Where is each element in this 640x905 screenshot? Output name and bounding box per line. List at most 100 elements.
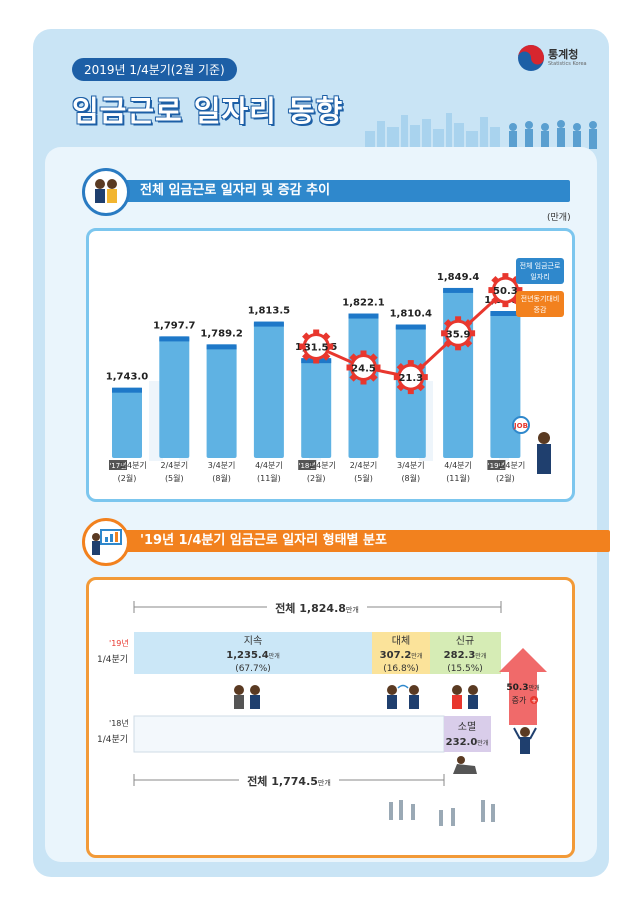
- new-label: 신규: [456, 635, 474, 647]
- total-bottom-bg: [239, 771, 339, 789]
- bar-value-label: 1,743.0: [106, 372, 148, 383]
- legend-total-label: 전체 임금근로: [520, 261, 561, 270]
- tick-quarter: 3/4분기: [208, 461, 236, 470]
- job-badge: JOB: [513, 422, 528, 430]
- row18-quarter: 1/4분기: [97, 734, 128, 745]
- bar-value-label: 1,797.7: [153, 320, 195, 331]
- tick-quarter: 3/4분기: [397, 461, 425, 470]
- people-silhouettes-icon: [389, 800, 495, 826]
- kostat-logo-icon: [518, 45, 544, 71]
- bar-top-cap: [253, 321, 284, 327]
- extinct-value: 232.0만개: [446, 737, 489, 748]
- bar-top-cap: [159, 336, 190, 342]
- year-tag: [298, 460, 317, 470]
- bar-top-cap: [348, 313, 379, 319]
- handshake-people-icon: [234, 685, 260, 709]
- bar-total: [490, 311, 521, 458]
- change-point-gear-icon: 35.9: [441, 316, 476, 351]
- row18-continuing-bar: [133, 715, 445, 753]
- total-top-bg: [267, 598, 367, 616]
- total-top-label: 전체 1,824.8만개: [275, 601, 359, 615]
- bar-total: [348, 313, 379, 458]
- bar-value-label: 1,789.2: [200, 328, 242, 339]
- change-point-gear-icon: 31.5: [299, 329, 334, 364]
- distribution-chart: 전체 1,824.8만개 '19년 1/4분기 지속 1,235.4만개 (67…: [97, 598, 547, 826]
- change-value-label: 35.9: [446, 329, 471, 340]
- legend-change-label: 증감: [534, 306, 547, 314]
- section1-title: 전체 임금근로 일자리 및 증감 추이: [100, 180, 570, 202]
- chart-container: 1,743.0'17년 1/4분기 (2월) 1,797.7 2/4분기 (5월) 1,78…: [86, 228, 575, 502]
- swap-people-icon: [387, 684, 419, 709]
- increase-arrow-icon: [499, 648, 547, 725]
- change-value-label: 24.5: [351, 364, 376, 375]
- total-bottom-label: 전체 1,774.5만개: [247, 774, 331, 788]
- extinct-label: 소멸: [458, 721, 476, 733]
- increase-label: 증가: [512, 696, 527, 705]
- bar-top-cap: [112, 387, 142, 393]
- replaced-label: 대체: [392, 635, 410, 647]
- legend-total-box: [516, 258, 564, 284]
- bar-top-cap: [206, 344, 237, 350]
- tick-quarter: 1/4분기: [498, 461, 526, 470]
- tick-quarter: 2/4분기: [160, 461, 188, 470]
- tick-month: (11월): [257, 473, 281, 483]
- jobs-trend-chart: 1,743.0'17년1/4분기(2월)1,797.72/4분기(5월)1,78…: [106, 258, 564, 483]
- bar-top-cap: [443, 287, 474, 293]
- tick-quarter: 4/4분기: [255, 461, 283, 470]
- tick-month: (2월): [118, 473, 137, 483]
- unit-label: (만개): [547, 213, 571, 223]
- bar-total: [206, 344, 237, 458]
- change-point-gear-icon: 50.3: [488, 273, 523, 308]
- legend-total-label: 일자리: [530, 272, 549, 281]
- tick-quarter: 1/4분기: [308, 461, 336, 470]
- section1-title-text: 전체 임금근로 일자리 및 증감 추이: [140, 183, 331, 198]
- bar-total: [443, 287, 474, 458]
- person-body: [537, 444, 551, 474]
- tick-year: '17년: [109, 461, 126, 470]
- row19-year: '19년: [109, 638, 129, 648]
- bar-total: [253, 321, 284, 458]
- year-tag: [487, 460, 506, 470]
- bar-top-cap: [490, 311, 521, 316]
- bar-total: [112, 387, 142, 458]
- tick-month: (8월): [401, 473, 420, 483]
- tick-year: '19년: [488, 461, 505, 470]
- replaced-value: 307.2만개: [380, 650, 423, 661]
- new-hires-icon: [452, 685, 478, 709]
- distribution-container: 전체 1,824.8만개 '19년 1/4분기 지속 1,235.4만개 (67…: [86, 577, 575, 858]
- job-magnifier-icon: [512, 416, 530, 434]
- bar-total: [159, 336, 190, 458]
- kneeling-person-icon: [453, 756, 477, 774]
- new-pct: (15.5%): [447, 664, 483, 674]
- replaced-bar: [372, 632, 430, 674]
- bar-value-label: 1,849.4: [437, 272, 479, 283]
- tick-quarter: 1/4분기: [119, 461, 147, 470]
- bar-value-label: 1,810.4: [390, 309, 432, 320]
- legend-change-label: 전년동기대비: [521, 294, 560, 303]
- bar-value-label: 1,822.1: [342, 298, 384, 309]
- tick-quarter: 4/4분기: [444, 461, 472, 470]
- continued-value: 1,235.4만개: [226, 650, 279, 661]
- tick-month: (2월): [307, 473, 326, 483]
- page-title: 임금근로 일자리 동향: [72, 94, 344, 128]
- svg-text:+: +: [531, 697, 537, 705]
- tick-month: (8월): [212, 473, 231, 483]
- bar-total: [301, 358, 332, 458]
- row18-year: '18년: [109, 718, 129, 728]
- person-head: [538, 432, 550, 444]
- cheering-person-icon: [513, 727, 537, 754]
- continued-bar: [134, 632, 372, 674]
- continued-label: 지속: [244, 635, 262, 647]
- tick-year: '18년: [299, 461, 316, 470]
- legend-change-box: [516, 291, 564, 317]
- bar-value-label: 1,813.5: [248, 306, 290, 317]
- city-skyline: [365, 113, 597, 149]
- tick-quarter: 2/4분기: [350, 461, 378, 470]
- tick-month: (5월): [165, 473, 184, 483]
- change-point-gear-icon: 21.3: [393, 360, 428, 395]
- change-point-gear-icon: 24.5: [346, 350, 381, 385]
- change-value-label: 50.3: [493, 286, 518, 297]
- presentation-icon: [82, 518, 130, 566]
- new-value: 282.3만개: [444, 650, 487, 661]
- tick-month: (2월): [496, 473, 515, 483]
